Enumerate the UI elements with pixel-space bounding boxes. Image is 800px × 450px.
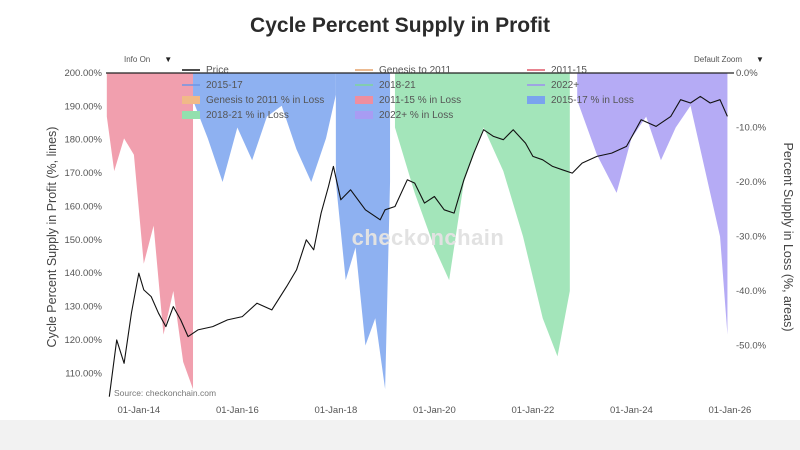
y-axis-title: Cycle Percent Supply in Profit (%, lines… — [45, 127, 59, 348]
legend-swatch-8 — [527, 96, 545, 104]
legend-label-9: 2018-21 % in Loss — [206, 110, 289, 121]
chart-title: Cycle Percent Supply in Profit — [250, 14, 550, 37]
y-tick-label-9: 110.00% — [65, 368, 102, 379]
y-tick-label-4: 160.00% — [64, 201, 102, 212]
legend-label-10: 2022+ % in Loss — [379, 110, 453, 121]
y-tick-label-2: 180.00% — [64, 135, 102, 146]
y2-tick-label-5: -50.0% — [736, 341, 767, 352]
y-tick-label-6: 140.00% — [64, 268, 102, 279]
info-toggle[interactable]: Info On ▼ — [124, 55, 172, 64]
info-label: Info On — [124, 55, 151, 64]
loss-area-2 — [335, 73, 391, 390]
zoom-selector[interactable]: Default Zoom ▼ — [694, 55, 764, 64]
watermark: checkonchain — [352, 225, 505, 250]
legend-label-4: 2018-21 — [379, 80, 416, 91]
legend-label-3: 2015-17 — [206, 80, 243, 91]
x-tick-label-4: 01-Jan-22 — [511, 405, 554, 416]
y-tick-label-8: 120.00% — [64, 335, 102, 346]
loss-area-1 — [193, 73, 336, 182]
legend-label-6: Genesis to 2011 % in Loss — [206, 95, 324, 106]
loss-area-0 — [106, 73, 194, 390]
x-tick-label-6: 01-Jan-26 — [709, 405, 752, 416]
y2-tick-label-2: -20.0% — [736, 177, 767, 188]
legend-label-7: 2011-15 % in Loss — [379, 95, 461, 106]
y2-tick-label-1: -10.0% — [736, 123, 767, 134]
legend-label-8: 2015-17 % in Loss — [551, 95, 634, 106]
legend-label-0: Price — [206, 65, 229, 76]
x-tick-label-2: 01-Jan-18 — [314, 405, 357, 416]
info-dropdown-icon: ▼ — [164, 55, 173, 64]
x-tick-label-5: 01-Jan-24 — [610, 405, 653, 416]
zoom-dropdown-icon: ▼ — [756, 55, 764, 64]
y2-tick-label-0: 0.0% — [736, 68, 758, 79]
zoom-label: Default Zoom — [694, 55, 743, 64]
legend-swatch-7 — [355, 96, 373, 104]
legend-label-5: 2022+ — [551, 80, 579, 91]
y-tick-label-5: 150.00% — [64, 235, 102, 246]
legend-label-1: Genesis to 2011 — [379, 65, 452, 76]
y2-axis-title: Percent Supply in Loss (%, areas) — [781, 143, 795, 332]
footer-band — [0, 420, 800, 450]
y2-tick-label-3: -30.0% — [736, 232, 767, 243]
source-note: Source: checkonchain.com — [114, 388, 216, 398]
x-tick-label-1: 01-Jan-16 — [216, 405, 259, 416]
y2-tick-label-4: -40.0% — [736, 286, 767, 297]
x-tick-label-3: 01-Jan-20 — [413, 405, 456, 416]
y-tick-label-0: 200.00% — [64, 68, 102, 79]
x-tick-label-0: 01-Jan-14 — [117, 405, 160, 416]
legend-swatch-10 — [355, 111, 373, 119]
y-tick-label-7: 130.00% — [64, 302, 102, 313]
legend-label-2: 2011-15 — [551, 65, 587, 76]
loss-area-4 — [577, 73, 728, 335]
y-tick-label-3: 170.00% — [64, 168, 102, 179]
legend-swatch-6 — [182, 96, 200, 104]
legend-swatch-9 — [182, 111, 200, 119]
price-line-0 — [108, 95, 728, 397]
y-tick-label-1: 190.00% — [64, 101, 102, 112]
